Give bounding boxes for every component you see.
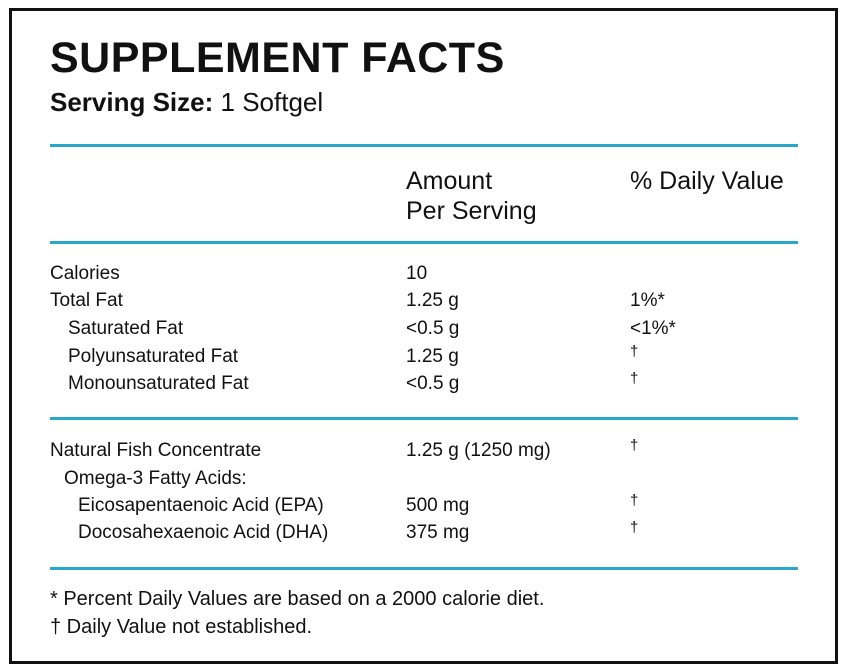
nutrient-name: Natural Fish Concentrate [50, 440, 262, 461]
nutrient-amount: 1.25 g (1250 mg) [406, 440, 551, 461]
nutrient-amount: 500 mg [406, 495, 470, 516]
amount-header-line1: Amount [406, 167, 493, 195]
nutrient-name: Monounsaturated Fat [68, 373, 249, 394]
nutrient-row: Calories 10 [0, 260, 846, 288]
nutrient-amount: 1.25 g [406, 346, 459, 367]
nutrient-name: Docosahexaenoic Acid (DHA) [78, 522, 329, 543]
divider [50, 144, 798, 147]
serving-size: Serving Size: 1 Softgel [50, 86, 323, 118]
nutrient-row: Eicosapentaenoic Acid (EPA) 500 mg † [0, 492, 846, 520]
page-title: SUPPLEMENT FACTS [50, 34, 505, 82]
nutrient-name: Total Fat [50, 290, 123, 311]
nutrient-row: Monounsaturated Fat <0.5 g † [0, 370, 846, 398]
divider [50, 241, 798, 244]
nutrient-dv: † [630, 437, 639, 454]
nutrient-dv: † [630, 519, 639, 536]
nutrient-row: Docosahexaenoic Acid (DHA) 375 mg † [0, 519, 846, 547]
nutrient-row: Total Fat 1.25 g 1%* [0, 287, 846, 315]
nutrient-row: Saturated Fat <0.5 g <1%* [0, 315, 846, 343]
footnote-not-established: † Daily Value not established. [50, 616, 313, 638]
nutrient-name: Eicosapentaenoic Acid (EPA) [78, 495, 324, 516]
nutrient-name: Saturated Fat [68, 318, 184, 339]
nutrient-amount: <0.5 g [406, 318, 460, 339]
nutrient-dv: † [630, 492, 639, 509]
nutrient-amount: 10 [406, 263, 428, 284]
nutrient-row: Omega-3 Fatty Acids: [0, 465, 846, 493]
nutrient-amount: 375 mg [406, 522, 470, 543]
nutrient-dv: † [630, 370, 639, 387]
nutrient-dv: <1%* [630, 318, 676, 339]
label-border [9, 8, 838, 664]
nutrient-dv: † [630, 343, 639, 360]
amount-header-line2: Per Serving [406, 197, 537, 225]
serving-size-label: Serving Size: [50, 87, 214, 117]
nutrient-amount: 1.25 g [406, 290, 459, 311]
serving-size-value: 1 Softgel [220, 87, 324, 117]
nutrient-name: Calories [50, 263, 120, 284]
nutrient-name: Polyunsaturated Fat [68, 346, 239, 367]
nutrient-name: Omega-3 Fatty Acids: [64, 468, 247, 489]
divider [50, 417, 798, 420]
nutrient-amount: <0.5 g [406, 373, 460, 394]
daily-value-header: % Daily Value [630, 167, 784, 195]
footnote-daily-values: * Percent Daily Values are based on a 20… [50, 588, 545, 610]
divider [50, 567, 798, 570]
nutrient-dv: 1%* [630, 290, 665, 311]
nutrient-row: Natural Fish Concentrate 1.25 g (1250 mg)… [0, 437, 846, 465]
nutrient-row: Polyunsaturated Fat 1.25 g † [0, 343, 846, 371]
